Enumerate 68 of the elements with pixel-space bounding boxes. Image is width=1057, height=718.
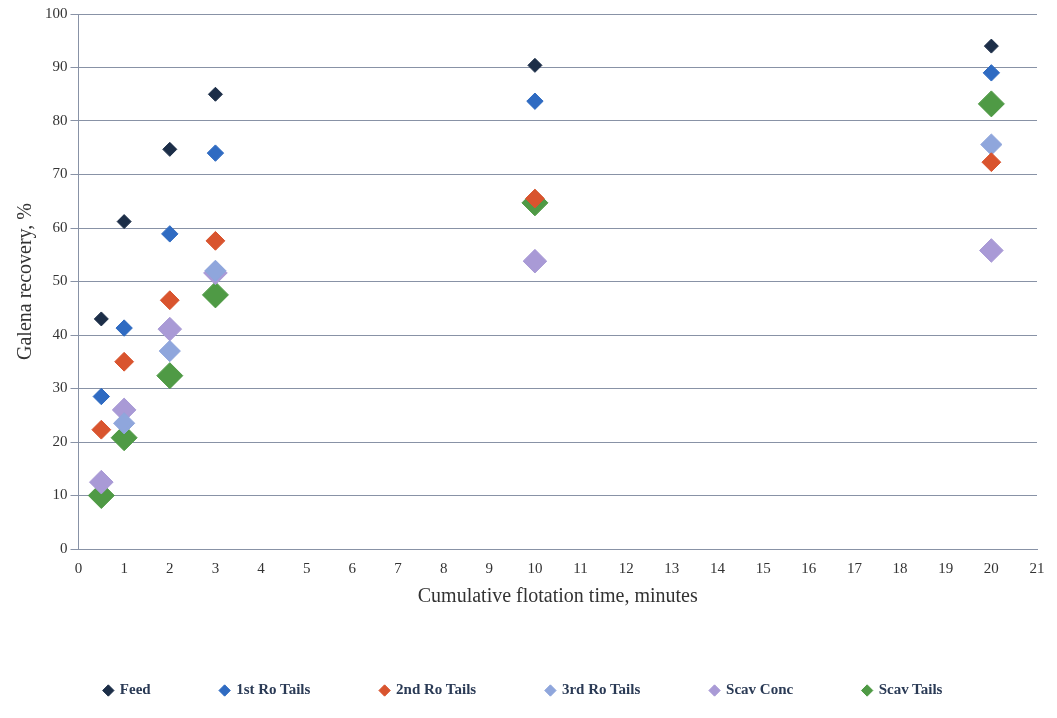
point [982, 64, 1001, 82]
x-tick-label: 7 [394, 559, 403, 576]
point [159, 290, 180, 311]
y-tick-label: 30 [52, 379, 68, 396]
legend-label: 3rd Ro Tails [561, 681, 641, 698]
point [156, 362, 184, 390]
x-tick-label: 20 [983, 559, 999, 576]
y-tick-label: 50 [52, 272, 68, 289]
point [201, 281, 229, 309]
point [983, 38, 999, 54]
point [207, 86, 223, 102]
x-tick-label: 6 [348, 559, 357, 576]
y-axis-title: Galena recovery, % [13, 203, 37, 360]
legend-label: 2nd Ro Tails [396, 681, 477, 698]
y-tick-label: 90 [52, 58, 68, 75]
legend-label: Feed [119, 681, 152, 698]
point [92, 387, 111, 406]
point [91, 419, 112, 440]
point [979, 238, 1004, 263]
point [157, 316, 183, 342]
point [158, 339, 181, 363]
legend-label: Scav Tails [878, 681, 943, 698]
x-tick-label: 1 [120, 559, 128, 576]
x-tick-label: 2 [166, 559, 174, 576]
y-tick-label: 80 [52, 111, 68, 128]
point [115, 319, 133, 337]
x-tick-label: 14 [710, 559, 726, 576]
point [161, 225, 179, 243]
point [522, 248, 548, 274]
point [113, 412, 136, 435]
point [206, 144, 225, 162]
x-tick-label: 17 [846, 559, 863, 576]
y-tick-label: 70 [52, 165, 68, 182]
y-tick-label: 60 [52, 218, 68, 235]
x-tick-label: 15 [755, 559, 771, 576]
x-tick-label: 0 [74, 559, 83, 576]
point [980, 133, 1003, 156]
legend-label: 1st Ro Tails [236, 681, 311, 698]
y-tick-label: 100 [45, 4, 68, 21]
x-tick-label: 4 [257, 559, 266, 576]
point [89, 469, 114, 495]
x-tick-label: 11 [573, 559, 588, 576]
y-tick-label: 40 [52, 325, 68, 342]
point [114, 351, 135, 372]
x-axis-title: Cumulative flotation time, minutes [417, 584, 698, 607]
point [93, 311, 109, 327]
x-tick-label: 21 [1029, 559, 1045, 576]
y-tick-label: 0 [60, 539, 68, 556]
legend-label: Scav Conc [726, 681, 794, 698]
x-tick-label: 5 [302, 559, 311, 576]
x-tick-label: 8 [439, 559, 448, 576]
y-tick-label: 10 [52, 486, 68, 503]
point [526, 92, 544, 110]
y-tick-label: 20 [52, 432, 68, 449]
x-tick-label: 18 [892, 559, 908, 576]
x-tick-label: 10 [527, 559, 543, 576]
x-tick-label: 16 [801, 559, 817, 576]
point [205, 230, 226, 251]
point [527, 57, 543, 73]
point [162, 141, 178, 157]
point [977, 90, 1005, 118]
x-tick-label: 3 [211, 559, 220, 576]
x-tick-label: 13 [664, 559, 680, 576]
point [116, 214, 132, 230]
x-tick-label: 19 [938, 559, 954, 576]
x-tick-label: 9 [485, 559, 494, 576]
x-tick-label: 12 [618, 559, 634, 576]
point [981, 152, 1002, 173]
